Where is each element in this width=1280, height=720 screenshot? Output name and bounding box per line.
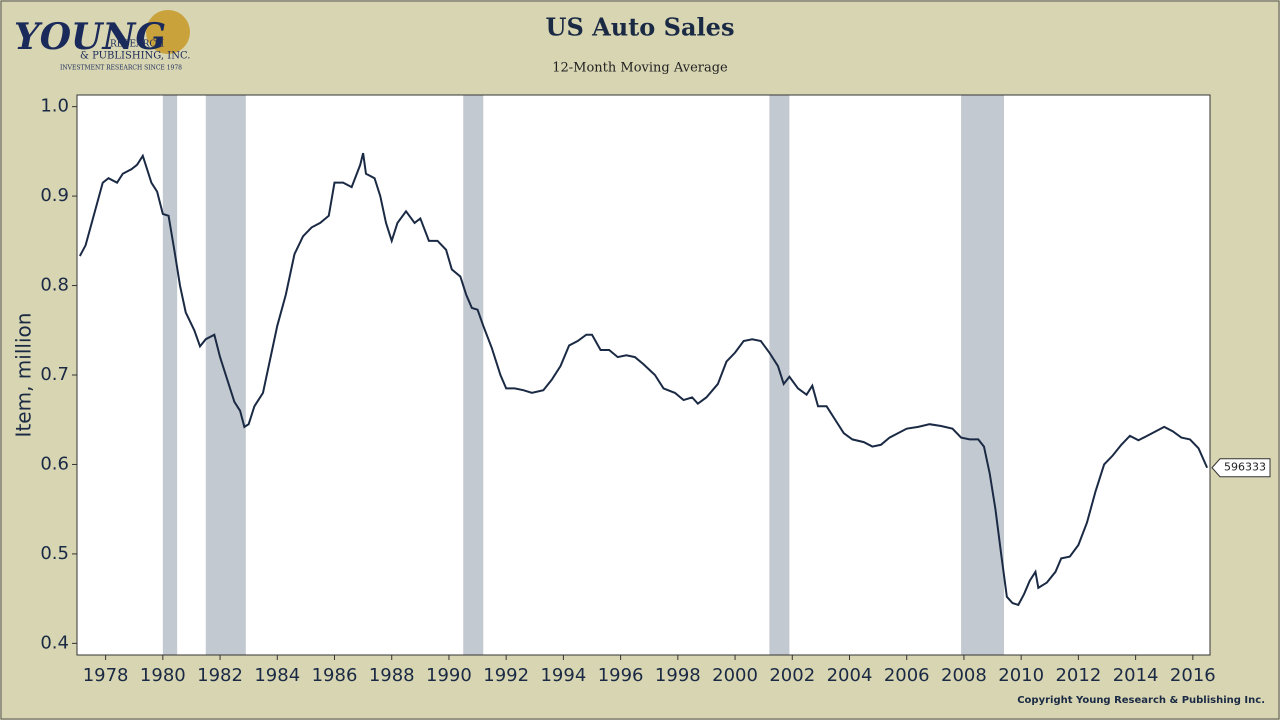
x-tick-label: 1984 bbox=[254, 665, 300, 686]
x-tick-label: 1996 bbox=[598, 665, 644, 686]
end-label: 596333 bbox=[1224, 461, 1266, 474]
x-tick-label: 1986 bbox=[312, 665, 358, 686]
logo: YOUNG RESEARCH & PUBLISHING, INC. INVEST… bbox=[14, 10, 190, 72]
x-tick-label: 1980 bbox=[140, 665, 186, 686]
y-tick-label: 1.0 bbox=[40, 96, 69, 117]
x-tick-label: 2000 bbox=[712, 665, 758, 686]
recession-band bbox=[961, 95, 1004, 655]
recession-band bbox=[463, 95, 484, 655]
x-tick-label: 2004 bbox=[827, 665, 873, 686]
x-tick-label: 1994 bbox=[540, 665, 586, 686]
x-tick-label: 1992 bbox=[483, 665, 529, 686]
x-tick-label: 2006 bbox=[884, 665, 930, 686]
x-tick-label: 1988 bbox=[369, 665, 415, 686]
plot-area bbox=[77, 95, 1210, 655]
recession-band bbox=[769, 95, 790, 655]
plot bbox=[78, 95, 1209, 655]
y-axis-label: Item, million bbox=[12, 313, 36, 438]
x-tick-label: 1978 bbox=[83, 665, 129, 686]
x-tick-label: 2012 bbox=[1055, 665, 1101, 686]
x-tick-label: 2010 bbox=[998, 665, 1044, 686]
recession-band bbox=[162, 95, 178, 655]
x-tick-label: 1990 bbox=[426, 665, 472, 686]
y-tick-label: 0.9 bbox=[40, 185, 69, 206]
x-tick-label: 2008 bbox=[941, 665, 987, 686]
y-tick-label: 0.8 bbox=[40, 275, 69, 296]
logo-tagline: INVESTMENT RESEARCH SINCE 1978 bbox=[60, 65, 182, 72]
logo-line: RESEARCH bbox=[110, 40, 164, 50]
logo-name: YOUNG bbox=[14, 16, 166, 58]
y-tick-label: 0.6 bbox=[40, 453, 69, 474]
chart-subtitle: 12-Month Moving Average bbox=[552, 61, 728, 76]
x-tick-label: 2016 bbox=[1170, 665, 1216, 686]
y-tick-label: 0.7 bbox=[40, 364, 69, 385]
x-tick-label: 1998 bbox=[655, 665, 701, 686]
chart-title: US Auto Sales bbox=[546, 13, 735, 42]
copyright: Copyright Young Research & Publishing In… bbox=[1017, 695, 1265, 706]
y-tick-label: 0.5 bbox=[40, 543, 69, 564]
logo-globe bbox=[146, 10, 190, 54]
y-tick-label: 0.4 bbox=[40, 632, 69, 653]
end-callout bbox=[1211, 458, 1271, 478]
x-tick-label: 2002 bbox=[769, 665, 815, 686]
x-tick-label: 2014 bbox=[1113, 665, 1159, 686]
x-tick-label: 1982 bbox=[197, 665, 243, 686]
logo-line: & PUBLISHING, INC. bbox=[80, 51, 190, 62]
line bbox=[78, 152, 1209, 607]
